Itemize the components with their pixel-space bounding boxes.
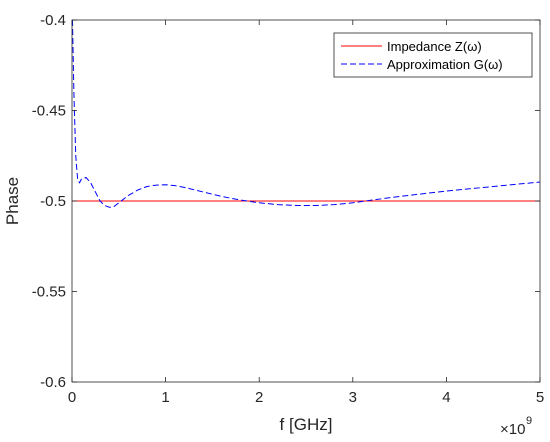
series-line-1	[71, 19, 541, 208]
ticks-layer: 0 1 2 3 4 5 -0.6 -0.55 -0.5 -0.45 -0.4	[32, 12, 544, 406]
y-tick-label: -0.55	[32, 284, 66, 301]
x-tick-label: 3	[349, 389, 357, 406]
y-axis-title: Phase	[3, 177, 22, 225]
legend-label-impedance: Impedance Z(ω)	[387, 39, 482, 54]
x-tick-label: 2	[255, 389, 263, 406]
series-layer	[71, 19, 541, 208]
legend: Impedance Z(ω) Approximation G(ω)	[333, 32, 533, 78]
legend-label-approximation: Approximation G(ω)	[387, 57, 503, 72]
y-tick-label: -0.5	[40, 193, 66, 210]
x-tick-label: 4	[442, 389, 450, 406]
x-tick-label: 0	[68, 389, 76, 406]
y-tick-label: -0.4	[40, 12, 66, 29]
x-tick-label: 1	[161, 389, 169, 406]
y-tick-label: -0.6	[40, 374, 66, 391]
x-axis-title: f [GHz]	[280, 415, 333, 434]
y-tick-label: -0.45	[32, 103, 66, 120]
x-multiplier-exponent: 9	[526, 415, 532, 427]
x-multiplier-base: ×10	[500, 421, 525, 438]
legend-box	[333, 32, 533, 78]
x-multiplier: ×10 9	[500, 415, 532, 438]
x-tick-label: 5	[536, 389, 544, 406]
